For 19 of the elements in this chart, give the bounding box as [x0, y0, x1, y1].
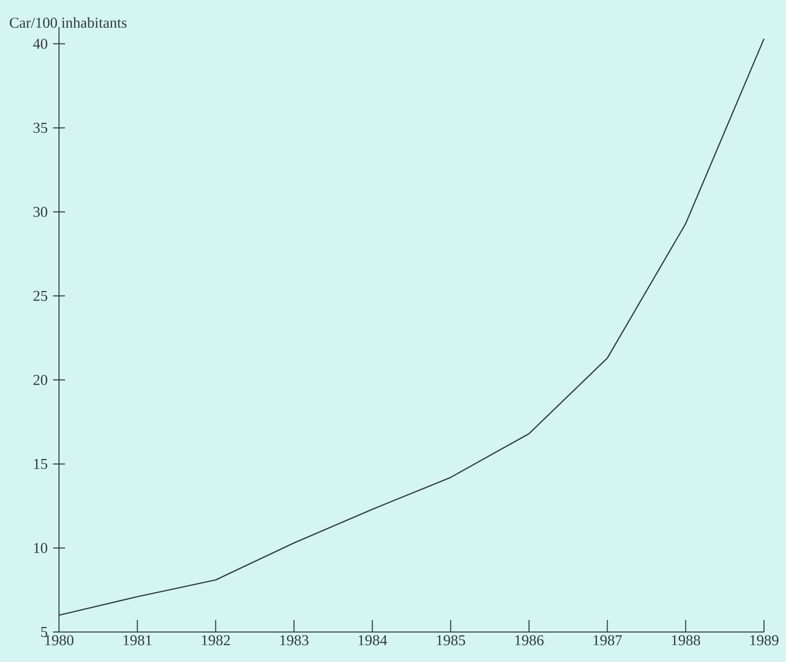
- x-tick-label: 1986: [515, 635, 544, 646]
- x-tick-label: 1984: [358, 635, 388, 646]
- y-axis-title: Car/100 inhabitants: [10, 17, 127, 28]
- x-tick-label: 1989: [750, 635, 778, 646]
- x-tick-label: 1987: [594, 635, 622, 646]
- x-tick-label: 1981: [124, 635, 152, 646]
- x-tick-label: 1983: [280, 635, 308, 646]
- y-tick-label: 25: [33, 290, 48, 301]
- y-tick-label: 10: [34, 542, 48, 554]
- y-tick-label: 5: [41, 627, 48, 637]
- y-tick-label: 15: [34, 458, 48, 469]
- y-tick-label: 40: [33, 38, 48, 49]
- x-tick-label: 1988: [672, 635, 700, 646]
- y-tick-label: 20: [33, 374, 48, 385]
- x-tick-label: 1980: [45, 635, 74, 646]
- x-tick-label: 1982: [202, 635, 230, 646]
- y-tick-label: 35: [34, 122, 48, 133]
- x-tick-label: 1985: [436, 635, 466, 646]
- y-tick-label: 30: [34, 206, 48, 217]
